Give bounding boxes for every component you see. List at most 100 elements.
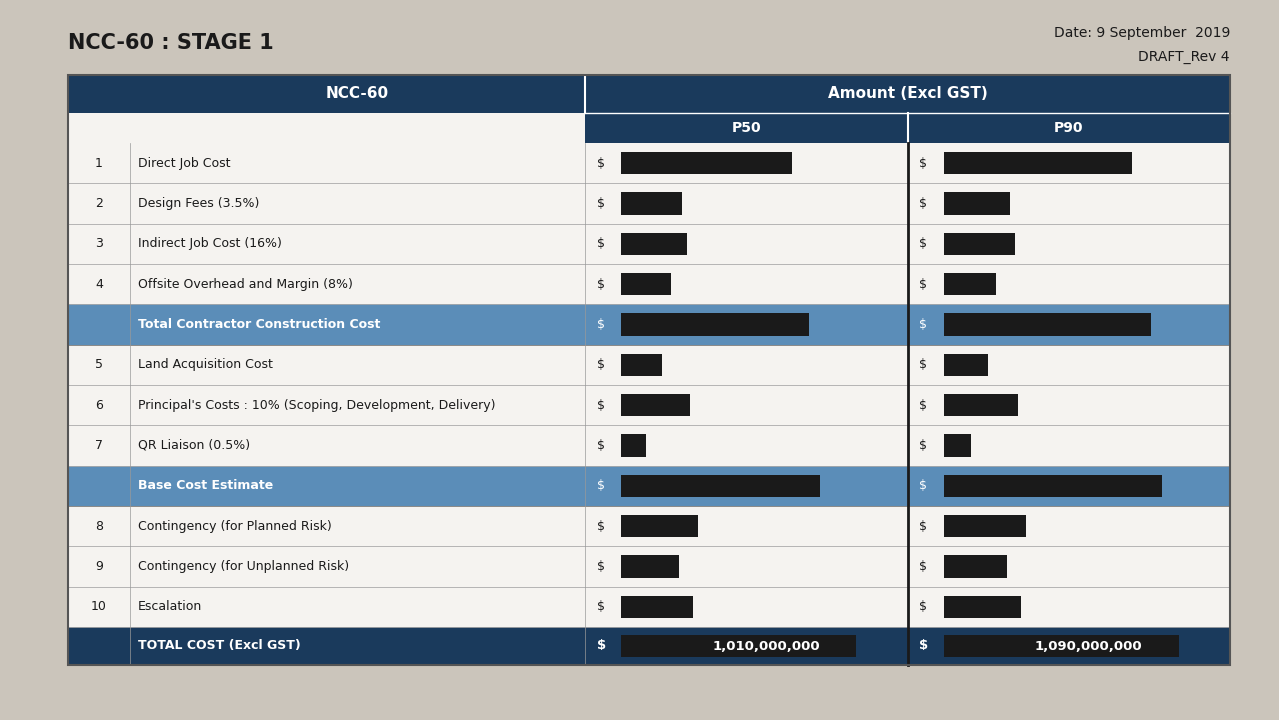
Text: $: $: [920, 278, 927, 291]
Bar: [622, 555, 679, 577]
Text: Direct Job Cost: Direct Job Cost: [138, 157, 230, 170]
Text: $: $: [920, 639, 929, 652]
Text: $: $: [597, 480, 605, 492]
Text: $: $: [920, 157, 927, 170]
Bar: [622, 515, 698, 537]
Text: 1: 1: [95, 157, 102, 170]
Text: $: $: [597, 520, 605, 533]
Bar: [68, 587, 1230, 627]
Text: $: $: [597, 197, 605, 210]
Text: 4: 4: [95, 278, 102, 291]
Text: 6: 6: [95, 399, 102, 412]
Bar: [944, 354, 987, 376]
Text: P90: P90: [1054, 121, 1083, 135]
Bar: [944, 434, 971, 456]
Text: $: $: [597, 560, 605, 573]
Bar: [68, 75, 1230, 665]
Bar: [68, 345, 1230, 385]
Bar: [622, 634, 856, 657]
Bar: [944, 273, 996, 295]
Bar: [68, 224, 1230, 264]
Text: $: $: [920, 560, 927, 573]
Bar: [68, 264, 1230, 305]
Text: Design Fees (3.5%): Design Fees (3.5%): [138, 197, 260, 210]
Text: 7: 7: [95, 439, 104, 452]
Text: 1,010,000,000: 1,010,000,000: [712, 639, 820, 652]
Bar: [68, 506, 1230, 546]
Bar: [622, 273, 670, 295]
Bar: [68, 75, 1230, 113]
Text: Contingency (for Planned Risk): Contingency (for Planned Risk): [138, 520, 331, 533]
Bar: [622, 394, 691, 416]
Text: $: $: [597, 600, 605, 613]
Text: 5: 5: [95, 359, 104, 372]
Bar: [68, 305, 1230, 345]
Bar: [944, 595, 1021, 618]
Text: Base Cost Estimate: Base Cost Estimate: [138, 480, 274, 492]
Bar: [622, 474, 820, 497]
Text: Offsite Overhead and Margin (8%): Offsite Overhead and Margin (8%): [138, 278, 353, 291]
Text: 10: 10: [91, 600, 107, 613]
Bar: [944, 313, 1151, 336]
Text: TOTAL COST (Excl GST): TOTAL COST (Excl GST): [138, 639, 301, 652]
Text: $: $: [920, 318, 927, 331]
Bar: [68, 385, 1230, 426]
Text: $: $: [597, 439, 605, 452]
Text: $: $: [597, 359, 605, 372]
Text: QR Liaison (0.5%): QR Liaison (0.5%): [138, 439, 251, 452]
Text: $: $: [920, 439, 927, 452]
Bar: [622, 152, 793, 174]
Text: $: $: [597, 278, 605, 291]
Bar: [68, 184, 1230, 224]
Text: P50: P50: [732, 121, 761, 135]
Bar: [622, 354, 663, 376]
Text: 2: 2: [95, 197, 102, 210]
Bar: [68, 75, 1230, 665]
Text: Date: 9 September  2019: Date: 9 September 2019: [1054, 26, 1230, 40]
Bar: [944, 152, 1132, 174]
Bar: [944, 555, 1007, 577]
Text: NCC-60: NCC-60: [326, 86, 389, 102]
Text: 3: 3: [95, 238, 102, 251]
Bar: [68, 466, 1230, 506]
Text: $: $: [597, 238, 605, 251]
Text: Amount (Excl GST): Amount (Excl GST): [828, 86, 987, 102]
Text: $: $: [597, 639, 606, 652]
Text: $: $: [597, 157, 605, 170]
Text: Land Acquisition Cost: Land Acquisition Cost: [138, 359, 272, 372]
Text: 8: 8: [95, 520, 104, 533]
Bar: [68, 426, 1230, 466]
Text: $: $: [597, 399, 605, 412]
Bar: [944, 634, 1178, 657]
Bar: [68, 143, 1230, 184]
Bar: [944, 515, 1027, 537]
Bar: [944, 474, 1161, 497]
Text: Escalation: Escalation: [138, 600, 202, 613]
Text: DRAFT_Rev 4: DRAFT_Rev 4: [1138, 50, 1230, 64]
Bar: [622, 192, 682, 215]
Bar: [68, 113, 585, 143]
Bar: [585, 113, 1230, 143]
Bar: [622, 313, 810, 336]
Bar: [68, 627, 1230, 665]
Text: $: $: [920, 399, 927, 412]
Text: $: $: [920, 359, 927, 372]
Text: 9: 9: [95, 560, 102, 573]
Bar: [622, 595, 693, 618]
Text: $: $: [920, 600, 927, 613]
Bar: [622, 434, 646, 456]
Text: Total Contractor Construction Cost: Total Contractor Construction Cost: [138, 318, 380, 331]
Bar: [944, 394, 1018, 416]
Text: $: $: [920, 480, 927, 492]
Text: $: $: [920, 238, 927, 251]
Text: 1,090,000,000: 1,090,000,000: [1035, 639, 1142, 652]
Text: $: $: [920, 197, 927, 210]
Text: Contingency (for Unplanned Risk): Contingency (for Unplanned Risk): [138, 560, 349, 573]
Text: Principal's Costs : 10% (Scoping, Development, Delivery): Principal's Costs : 10% (Scoping, Develo…: [138, 399, 495, 412]
Bar: [622, 233, 687, 255]
Text: $: $: [920, 520, 927, 533]
Text: Indirect Job Cost (16%): Indirect Job Cost (16%): [138, 238, 281, 251]
Text: NCC-60 : STAGE 1: NCC-60 : STAGE 1: [68, 33, 274, 53]
Bar: [68, 546, 1230, 587]
Text: $: $: [597, 318, 605, 331]
